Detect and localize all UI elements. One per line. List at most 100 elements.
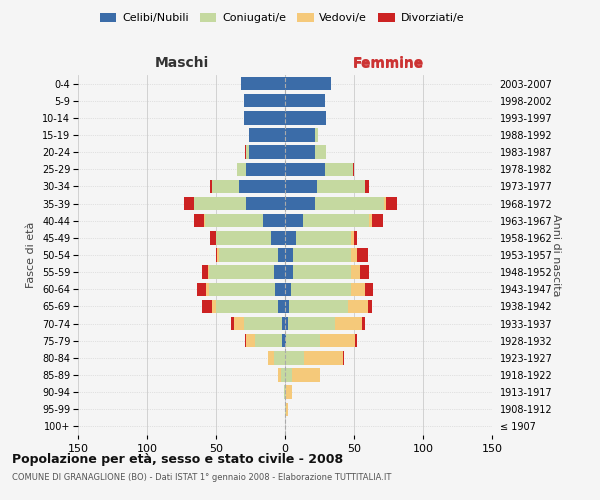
Bar — [208, 266, 209, 279]
Bar — [239, 180, 285, 193]
Bar — [205, 214, 263, 228]
Bar — [278, 248, 285, 262]
Bar — [203, 214, 205, 228]
Bar — [202, 266, 208, 279]
Bar — [274, 351, 285, 364]
Bar — [288, 317, 335, 330]
Bar — [244, 94, 285, 108]
Y-axis label: Fasce di età: Fasce di età — [26, 222, 37, 288]
Bar — [372, 214, 383, 228]
Bar — [254, 334, 282, 347]
Bar — [285, 197, 316, 210]
Text: Femmine: Femmine — [353, 58, 424, 71]
Bar — [343, 351, 344, 364]
Bar — [247, 334, 254, 347]
Text: Femmine: Femmine — [353, 56, 424, 70]
Legend: Celibi/Nubili, Coniugati/e, Vedovi/e, Divorziati/e: Celibi/Nubili, Coniugati/e, Vedovi/e, Di… — [95, 8, 469, 28]
Bar — [212, 300, 216, 313]
Bar — [285, 386, 286, 399]
Bar — [184, 197, 194, 210]
Bar — [285, 128, 316, 141]
Bar — [335, 317, 362, 330]
Bar — [247, 146, 249, 159]
Bar — [211, 231, 216, 244]
Bar — [285, 334, 286, 347]
Bar — [244, 111, 285, 124]
Bar — [285, 146, 316, 159]
Bar — [278, 368, 281, 382]
Bar — [285, 402, 286, 416]
Bar — [286, 334, 320, 347]
Bar — [292, 368, 320, 382]
Bar — [274, 266, 285, 279]
Bar — [285, 180, 317, 193]
Bar — [216, 231, 271, 244]
Bar — [271, 231, 285, 244]
Bar — [316, 128, 318, 141]
Bar — [285, 231, 296, 244]
Bar — [278, 300, 285, 313]
Bar — [281, 368, 285, 382]
Bar — [320, 334, 355, 347]
Text: Maschi: Maschi — [154, 56, 209, 70]
Bar — [263, 214, 285, 228]
Bar — [231, 317, 234, 330]
Bar — [247, 197, 285, 210]
Bar — [362, 317, 365, 330]
Bar — [316, 197, 385, 210]
Bar — [289, 300, 349, 313]
Bar — [316, 146, 326, 159]
Bar — [217, 248, 219, 262]
Bar — [285, 368, 292, 382]
Bar — [325, 162, 353, 176]
Text: COMUNE DI GRANAGLIONE (BO) - Dati ISTAT 1° gennaio 2008 - Elaborazione TUTTITALI: COMUNE DI GRANAGLIONE (BO) - Dati ISTAT … — [12, 472, 391, 482]
Text: Popolazione per età, sesso e stato civile - 2008: Popolazione per età, sesso e stato civil… — [12, 452, 343, 466]
Bar — [219, 248, 278, 262]
Bar — [290, 282, 351, 296]
Bar — [285, 282, 290, 296]
Bar — [354, 231, 357, 244]
Bar — [249, 128, 285, 141]
Bar — [286, 402, 288, 416]
Bar — [282, 334, 285, 347]
Bar — [285, 300, 289, 313]
Bar — [359, 266, 369, 279]
Bar — [245, 146, 247, 159]
Bar — [365, 282, 373, 296]
Bar — [285, 351, 304, 364]
Bar — [369, 214, 372, 228]
Bar — [351, 266, 359, 279]
Bar — [197, 282, 206, 296]
Bar — [241, 77, 285, 90]
Bar — [285, 77, 331, 90]
Bar — [351, 248, 357, 262]
Bar — [351, 231, 354, 244]
Bar — [216, 300, 278, 313]
Bar — [209, 266, 274, 279]
Bar — [237, 162, 247, 176]
Bar — [194, 214, 203, 228]
Bar — [285, 317, 288, 330]
Bar — [194, 197, 247, 210]
Bar — [286, 386, 292, 399]
Bar — [244, 317, 282, 330]
Bar — [268, 351, 274, 364]
Y-axis label: Anni di nascita: Anni di nascita — [551, 214, 561, 296]
Bar — [317, 180, 365, 193]
Bar — [385, 197, 386, 210]
Bar — [209, 282, 275, 296]
Bar — [357, 248, 368, 262]
Bar — [293, 248, 351, 262]
Bar — [285, 94, 325, 108]
Bar — [245, 334, 247, 347]
Bar — [206, 282, 209, 296]
Bar — [368, 300, 372, 313]
Bar — [353, 162, 354, 176]
Bar — [234, 317, 244, 330]
Bar — [285, 111, 326, 124]
Bar — [285, 162, 325, 176]
Bar — [202, 300, 212, 313]
Bar — [247, 162, 285, 176]
Bar — [296, 231, 351, 244]
Bar — [284, 386, 285, 399]
